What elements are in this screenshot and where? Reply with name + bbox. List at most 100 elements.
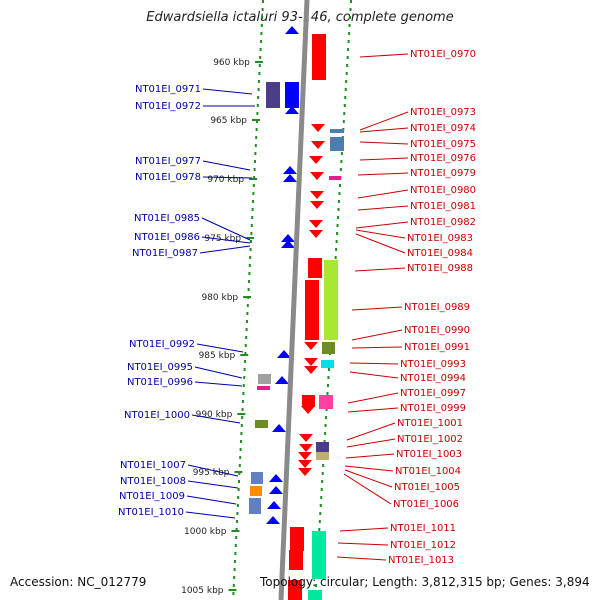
- track-dot: [256, 112, 259, 115]
- gene-block: [255, 420, 268, 428]
- gene-block: [302, 395, 315, 407]
- scale-tick-mark: [234, 471, 243, 473]
- gene-arrow: [304, 342, 318, 350]
- track-dot: [248, 264, 251, 267]
- track-dot: [240, 440, 242, 443]
- gene-block: [285, 82, 299, 108]
- gene-arrow: [298, 460, 312, 468]
- track-dot: [238, 480, 240, 483]
- scale-tick-label: 985 kbp: [199, 351, 236, 361]
- gene-label: NT01EI_0971: [135, 84, 201, 95]
- track-dot: [346, 56, 349, 59]
- label-leader-line: [202, 176, 253, 179]
- track-dot: [340, 152, 343, 155]
- track-dot: [344, 88, 347, 91]
- label-leader-line: [354, 267, 406, 272]
- gene-block: [312, 531, 326, 579]
- label-leader-line: [357, 189, 409, 199]
- gene-label: NT01EI_0990: [404, 325, 470, 336]
- track-dot: [336, 232, 339, 235]
- scale-tick-label: 975 kbp: [204, 234, 241, 244]
- track-dot: [256, 104, 259, 107]
- track-dot: [325, 408, 328, 411]
- scale-tick-label: 960 kbp: [213, 58, 250, 68]
- track-dot: [318, 528, 321, 531]
- gene-arrow: [311, 141, 325, 149]
- gene-label: NT01EI_1002: [397, 434, 463, 445]
- scale-tick-mark: [240, 354, 249, 356]
- gene-arrow: [298, 468, 312, 476]
- scale-tick-mark: [228, 589, 237, 591]
- track-dot: [345, 72, 348, 75]
- gene-block: [316, 452, 329, 460]
- label-leader-line: [346, 438, 396, 448]
- gene-label: NT01EI_1011: [390, 523, 456, 534]
- label-leader-line: [202, 88, 253, 95]
- track-dot: [243, 376, 246, 379]
- track-dot: [245, 336, 248, 339]
- gene-label: NT01EI_0973: [410, 107, 476, 118]
- track-dot: [258, 64, 261, 67]
- gene-label: NT01EI_0974: [410, 123, 476, 134]
- gene-arrow: [285, 26, 299, 34]
- track-dot: [244, 360, 246, 363]
- label-leader-line: [346, 422, 396, 441]
- gene-arrow: [272, 424, 286, 432]
- track-dot: [234, 560, 236, 563]
- track-dot: [240, 432, 243, 435]
- gene-label: NT01EI_0999: [400, 403, 466, 414]
- track-dot: [335, 240, 338, 243]
- label-leader-line: [355, 221, 409, 229]
- gene-arrow: [269, 474, 283, 482]
- track-dot: [246, 320, 248, 323]
- gene-label: NT01EI_0983: [407, 233, 473, 244]
- label-leader-line: [202, 160, 251, 171]
- track-dot: [249, 248, 252, 251]
- track-dot: [242, 384, 245, 387]
- gene-label: NT01EI_0994: [400, 373, 466, 384]
- track-dot: [239, 456, 242, 459]
- track-dot: [256, 120, 258, 123]
- gene-label: NT01EI_1012: [390, 540, 456, 551]
- track-dot: [321, 480, 324, 483]
- gene-label: NT01EI_1004: [395, 466, 461, 477]
- track-dot: [232, 592, 235, 595]
- track-dot: [255, 136, 258, 139]
- scale-tick-mark: [249, 178, 258, 180]
- label-leader-line: [345, 453, 395, 459]
- gene-block: [330, 129, 344, 133]
- gene-label: NT01EI_0978: [135, 172, 201, 183]
- track-dot: [314, 584, 317, 587]
- label-leader-line: [359, 141, 409, 145]
- gene-label: NT01EI_0989: [404, 302, 470, 313]
- gene-block: [308, 590, 322, 600]
- track-dot: [342, 120, 345, 123]
- gene-label: NT01EI_1009: [119, 491, 185, 502]
- gene-label: NT01EI_0982: [410, 217, 476, 228]
- track-dot: [251, 208, 254, 211]
- label-leader-line: [349, 371, 399, 379]
- track-dot: [252, 184, 255, 187]
- label-leader-line: [359, 157, 409, 161]
- label-leader-line: [337, 542, 389, 546]
- track-dot: [254, 144, 257, 147]
- track-dot: [322, 464, 325, 467]
- gene-label: NT01EI_0997: [400, 388, 466, 399]
- gene-label: NT01EI_1003: [396, 449, 462, 460]
- gene-label: NT01EI_0970: [410, 49, 476, 60]
- track-dot: [318, 520, 321, 523]
- label-leader-line: [355, 229, 406, 239]
- label-leader-line: [194, 381, 243, 387]
- scale-tick-label: 990 kbp: [196, 410, 233, 420]
- gene-block: [316, 442, 329, 452]
- gene-label: NT01EI_0972: [135, 101, 201, 112]
- gene-block: [319, 395, 333, 409]
- gene-label: NT01EI_1010: [118, 507, 184, 518]
- track-dot: [334, 256, 337, 259]
- label-leader-line: [185, 511, 236, 519]
- gene-label: NT01EI_1013: [388, 555, 454, 566]
- right-gene-labels: NT01EI_0970 NT01EI_0973 NT01EI_0974 NT01EI_…: [336, 49, 476, 566]
- track-dot: [236, 520, 238, 523]
- track-dot: [248, 280, 250, 283]
- gene-block: [257, 386, 270, 390]
